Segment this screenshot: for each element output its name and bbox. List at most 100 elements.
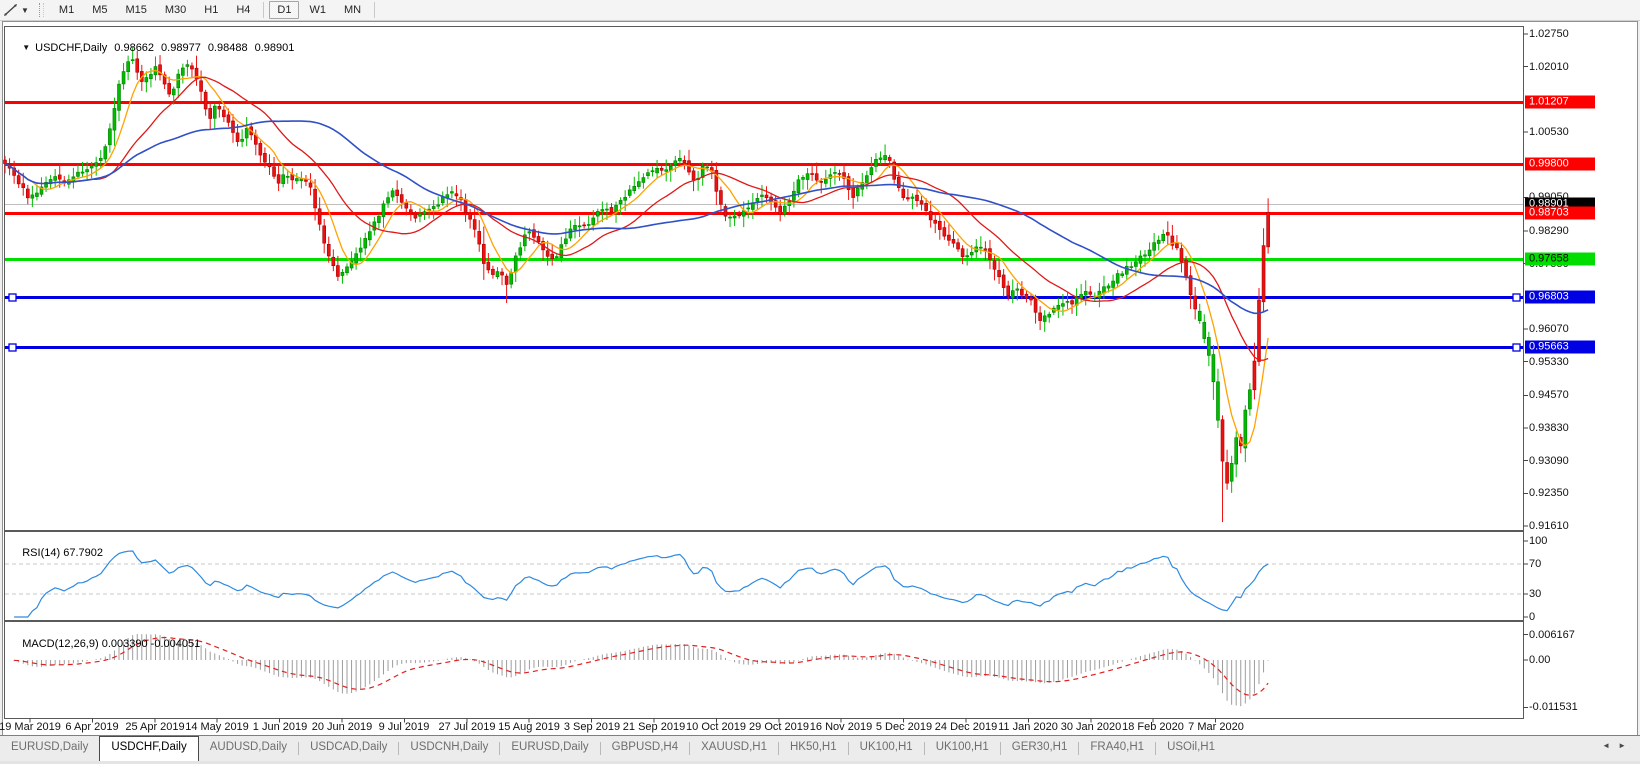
price-tick: 0.95330	[1529, 356, 1569, 368]
tab-usdchf-daily[interactable]: USDCHF,Daily	[99, 736, 199, 761]
tab-separator	[777, 742, 779, 755]
hline-price-label: 0.95663	[1525, 340, 1595, 354]
hline-handle[interactable]	[1512, 343, 1521, 352]
date-label: 18 Feb 2020	[1122, 721, 1184, 733]
tab-eurusd-daily[interactable]: EURUSD,Daily	[511, 741, 589, 753]
tab-xauusd-h1[interactable]: XAUUSD,H1	[701, 741, 767, 753]
tf-button-d1[interactable]: D1	[269, 1, 300, 19]
tab-usdcad-daily[interactable]: USDCAD,Daily	[310, 741, 388, 753]
macd-name: MACD(12,26,9)	[22, 638, 99, 650]
hline-handle[interactable]	[8, 293, 17, 302]
date-label: 30 Jan 2020	[1060, 721, 1122, 733]
price-tick: 0.94570	[1529, 389, 1569, 401]
date-label: 5 Dec 2019	[875, 721, 933, 733]
tab-separator	[499, 742, 501, 755]
tab-ger30-h1[interactable]: GER30,H1	[1011, 741, 1068, 753]
tab-separator	[847, 742, 849, 755]
date-label: 16 Nov 2019	[809, 721, 873, 733]
tab-scroll-left-icon[interactable]: ◄	[1602, 741, 1619, 750]
macd-axis-label: -0.011531	[1529, 701, 1578, 713]
rsi-value: 67.7902	[63, 547, 103, 559]
tab-fra40-h1[interactable]: FRA40,H1	[1090, 741, 1145, 753]
toolbar-separator	[263, 2, 265, 18]
date-label: 27 Jul 2019	[438, 721, 496, 733]
hline-price-label: 1.01207	[1525, 95, 1595, 109]
tab-usoil-h1[interactable]: USOil,H1	[1167, 741, 1215, 753]
macd-panel[interactable]	[4, 621, 1524, 719]
tab-separator	[398, 742, 400, 755]
date-label: 19 Mar 2019	[0, 721, 61, 733]
macd-indicator-label: MACD(12,26,9) 0.003390 -0.004051	[10, 626, 200, 662]
rsi-indicator-label: RSI(14) 67.7902	[10, 535, 103, 571]
ohlc-low: 0.98488	[207, 42, 248, 54]
chart-symbol-title: USDCHF,Daily	[35, 42, 108, 54]
tab-separator	[999, 742, 1001, 755]
price-tick: 0.93830	[1529, 422, 1569, 434]
rsi-line	[14, 550, 1269, 618]
date-label: 7 Mar 2020	[1188, 721, 1244, 733]
rsi-level-label: 100	[1529, 535, 1548, 547]
toolbar-separator	[374, 2, 376, 18]
ohlc-high: 0.98977	[161, 42, 201, 54]
rsi-panel[interactable]	[4, 531, 1524, 621]
date-label: 20 Jun 2019	[311, 721, 373, 733]
ma-20-line	[4, 76, 1269, 361]
toolbar: ▼ M1 M5 M15 M30 H1 H4 D1 W1 MN	[0, 0, 1640, 21]
date-label: 11 Jan 2020	[998, 721, 1058, 733]
ma-7-line	[4, 69, 1269, 447]
tf-button-h1[interactable]: H1	[204, 4, 219, 16]
date-label: 21 Sep 2019	[622, 721, 686, 733]
tf-button-h4[interactable]: H4	[236, 4, 251, 16]
tab-separator	[1155, 742, 1157, 755]
tab-usdcnh-daily[interactable]: USDCNH,Daily	[410, 741, 489, 753]
hline-price-label: 0.96803	[1525, 290, 1595, 304]
macd-main-value: 0.003390	[101, 638, 148, 650]
hline-price-label: 0.98703	[1525, 206, 1595, 220]
symbol-dropdown-icon[interactable]: ▼	[22, 43, 31, 52]
tf-button-m1[interactable]: M1	[58, 4, 75, 16]
hline-handle[interactable]	[8, 343, 17, 352]
window-bottom-edge	[0, 760, 1640, 764]
date-label: 10 Oct 2019	[686, 721, 746, 733]
tf-button-m15[interactable]: M15	[125, 4, 147, 16]
tool-dropdown-caret[interactable]: ▼	[21, 5, 29, 15]
date-label: 29 Oct 2019	[749, 721, 809, 733]
price-tick: 0.92350	[1529, 487, 1569, 499]
price-tick: 1.00530	[1529, 126, 1569, 138]
chart-ohlc-readout: ▼ USDCHF,Daily 0.98662 0.98977 0.98488 0.9890…	[10, 30, 294, 66]
rsi-level-label: 30	[1529, 588, 1542, 600]
tab-uk100-h1[interactable]: UK100,H1	[859, 741, 913, 753]
tf-button-mn[interactable]: MN	[343, 4, 362, 16]
rsi-level-label: 70	[1529, 558, 1542, 570]
price-tick: 0.96070	[1529, 323, 1569, 335]
tf-button-w1[interactable]: W1	[309, 4, 326, 16]
rsi-name: RSI(14)	[22, 547, 61, 559]
date-label: 25 Apr 2019	[125, 721, 185, 733]
tf-button-m5[interactable]: M5	[92, 4, 108, 16]
tf-button-m30[interactable]: M30	[164, 4, 187, 16]
main-chart-panel[interactable]	[4, 26, 1524, 531]
price-tick: 1.02010	[1529, 61, 1569, 73]
tab-separator	[298, 742, 300, 755]
date-label: 9 Jul 2019	[378, 721, 430, 733]
toolbar-grip[interactable]	[38, 3, 44, 17]
date-label: 24 Dec 2019	[934, 721, 998, 733]
macd-signal-line	[14, 636, 1269, 697]
hline-price-label: 0.97658	[1525, 252, 1595, 266]
tab-audusd-daily[interactable]: AUDUSD,Daily	[209, 741, 288, 753]
date-label: 3 Sep 2019	[563, 721, 621, 733]
price-tick: 0.98290	[1529, 225, 1569, 237]
tab-hk50-h1[interactable]: HK50,H1	[789, 741, 837, 753]
tab-uk100-h1[interactable]: UK100,H1	[935, 741, 989, 753]
crosshair-tool-icon[interactable]	[3, 3, 19, 17]
macd-axis-label: 0.006167	[1529, 629, 1575, 641]
date-label: 6 Apr 2019	[65, 721, 119, 733]
tab-eurusd-daily[interactable]: EURUSD,Daily	[11, 741, 89, 753]
tab-gbpusd-h4[interactable]: GBPUSD,H4	[611, 741, 679, 753]
tab-scroll-right-icon[interactable]: ►	[1618, 741, 1634, 750]
tab-separator	[1078, 742, 1080, 755]
hline-handle[interactable]	[1512, 293, 1521, 302]
macd-signal-value: -0.004051	[150, 638, 201, 650]
